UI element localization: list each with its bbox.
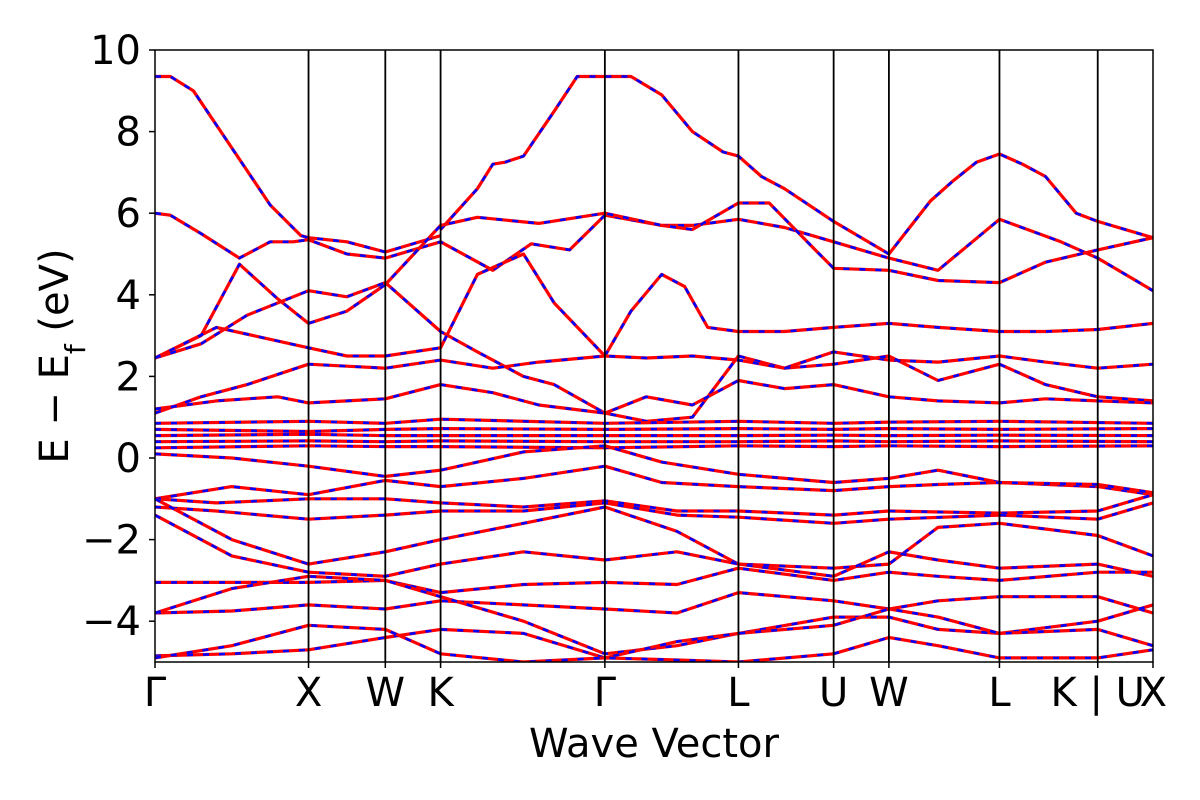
band-line-blue-24 [155, 624, 1153, 662]
band-line-red-16 [155, 493, 1153, 517]
y-axis-label-sub: f [59, 343, 92, 354]
band-line-red-5 [155, 281, 1153, 423]
x-tick-label-9: L [988, 670, 1011, 716]
band-line-blue-14 [155, 444, 1153, 496]
band-line-blue-3 [155, 211, 1153, 292]
x-tick-label-8: W [869, 670, 909, 716]
band-line-blue-13 [155, 444, 1153, 450]
band-line-blue-6 [155, 252, 1153, 360]
y-tick-label-6: 0 [116, 436, 141, 482]
x-tick-label-1: Γ [144, 670, 167, 716]
band-line-blue-23 [155, 607, 1153, 660]
band-line-blue-21 [155, 591, 1153, 615]
band-line-blue-15 [155, 464, 1153, 501]
y-tick-label-2: 8 [116, 110, 141, 156]
band-line-blue-10 [155, 427, 1153, 433]
kpoint-lines [307, 50, 1099, 662]
x-tick-label-10: K | U [1051, 670, 1145, 716]
band-line-blue-11 [155, 433, 1153, 437]
x-axis-label: Wave Vector [529, 721, 780, 767]
x-tick-label-11: X [1140, 670, 1167, 716]
y-tick-label-4: 4 [116, 273, 141, 319]
y-axis-label: E − Ef (eV) [32, 248, 92, 463]
band-line-blue-4 [155, 201, 1153, 360]
y-axis-ticks: 10 8 6 4 2 0 −2 −4 [82, 28, 155, 645]
x-tick-label-3: W [366, 670, 406, 716]
y-axis-label-main: E − E [32, 354, 78, 464]
x-tick-label-6: L [727, 670, 750, 716]
band-line-red-22 [155, 574, 1153, 656]
y-tick-label-8: −4 [82, 599, 141, 645]
band-line-red-19 [155, 513, 1153, 578]
bands-group [155, 74, 1153, 662]
y-tick-label-7: −2 [82, 518, 141, 564]
x-tick-label-5: Γ [594, 670, 617, 716]
y-tick-label-1: 10 [90, 28, 141, 74]
band-line-blue-7 [155, 354, 1153, 415]
x-tick-label-7: U [819, 670, 848, 716]
y-tick-label-3: 6 [116, 191, 141, 237]
x-tick-label-2: X [295, 670, 322, 716]
band-line-blue-12 [155, 439, 1153, 443]
band-line-blue-9 [155, 417, 1153, 425]
y-axis-label-unit: (eV) [32, 248, 78, 344]
band-line-blue-8 [155, 379, 1153, 415]
band-line-blue-20 [155, 566, 1153, 594]
band-line-blue-18 [155, 497, 1153, 570]
y-tick-label-5: 2 [116, 354, 141, 400]
band-line-blue-1 [155, 75, 441, 254]
band-line-blue-2 [439, 75, 1153, 256]
x-tick-label-4: K [427, 670, 455, 716]
band-line-red-17 [155, 501, 1153, 525]
plot-frame [154, 49, 1154, 663]
